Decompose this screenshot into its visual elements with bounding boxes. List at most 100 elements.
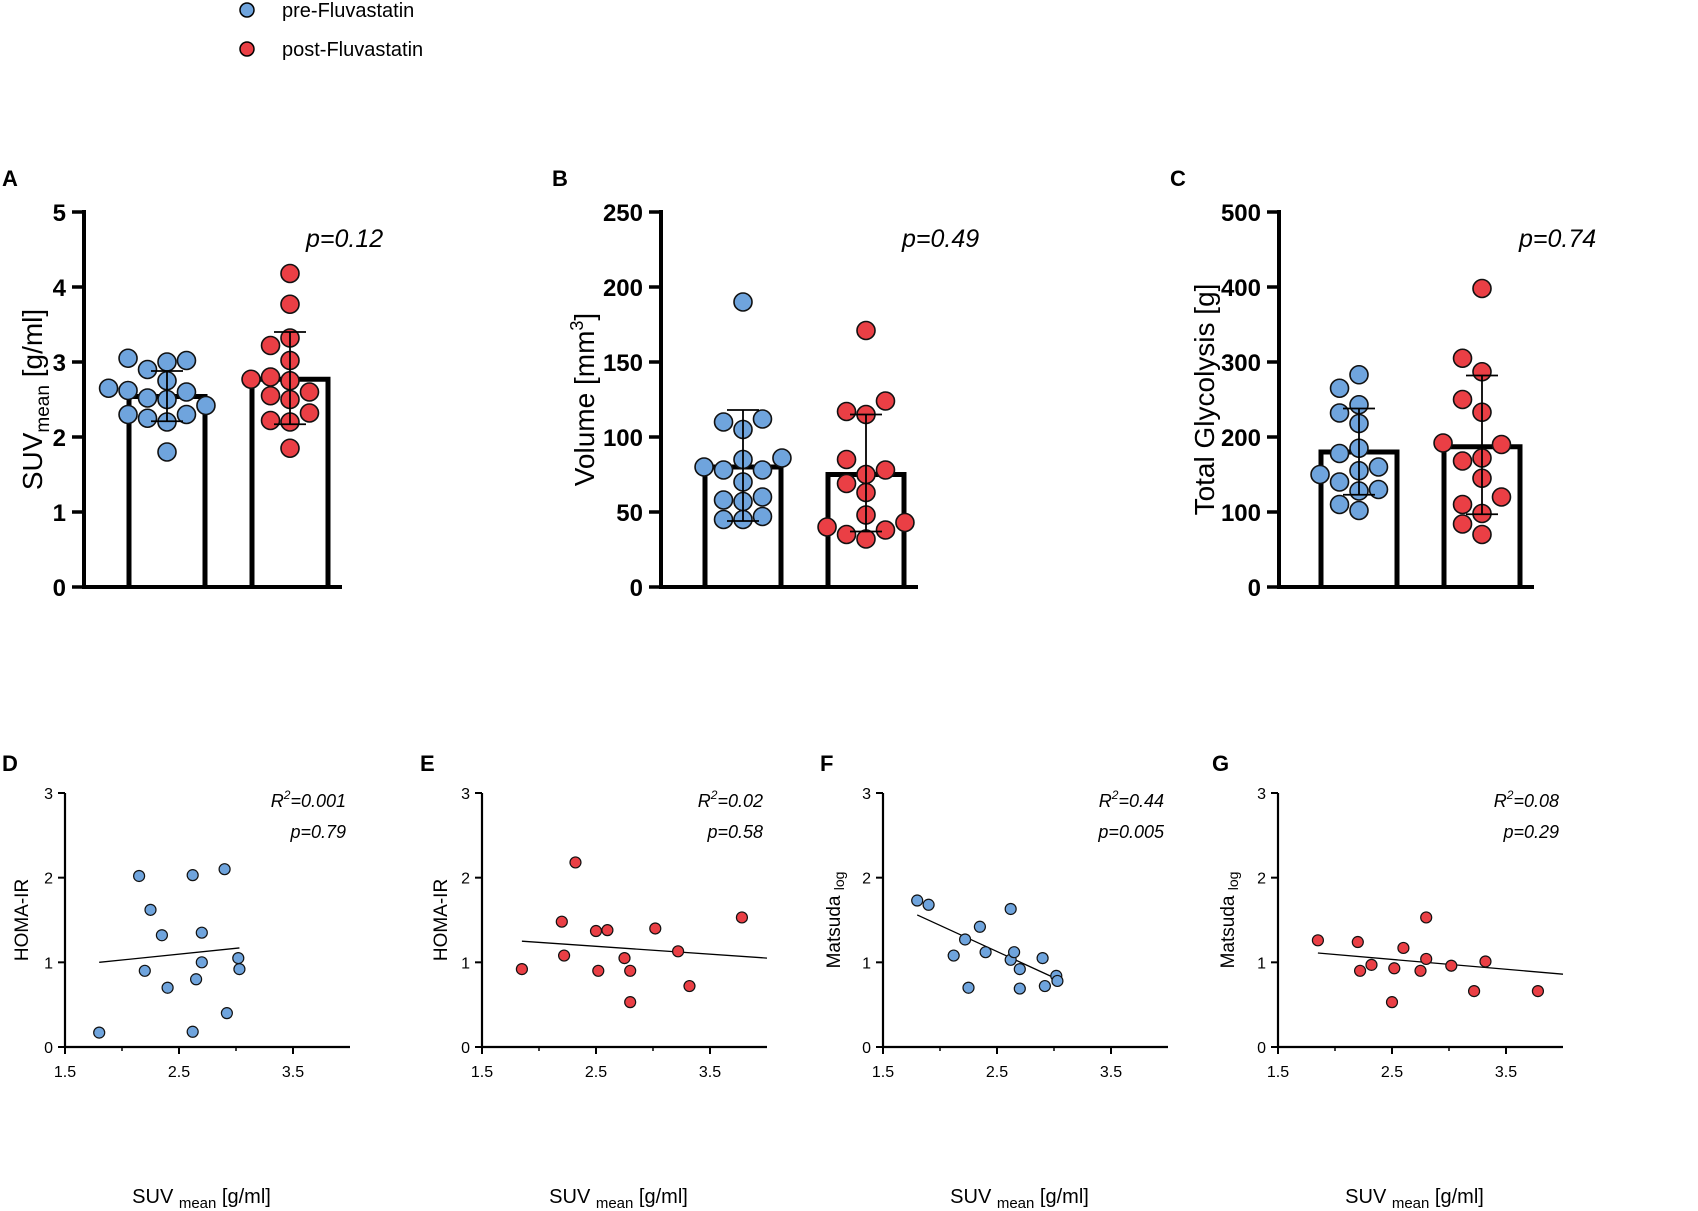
y-axis-label: Total Glycolysis [g] (1189, 284, 1220, 516)
panel-b: B 0 50 100 150 200 250 p=0.49 Volume [mm3] (552, 166, 979, 602)
data-point (1013, 963, 1026, 976)
data-point (157, 352, 177, 372)
regression-line (99, 947, 240, 963)
y-axis-label: Matsuda log (824, 872, 847, 969)
data-point (752, 409, 773, 429)
x-tick-label: 1.5 (471, 1064, 493, 1081)
data-point (186, 869, 199, 882)
y-tick-label: 3 (53, 350, 66, 377)
data-point (1353, 964, 1367, 977)
x-label-main: SUV (549, 1186, 596, 1208)
data-point (1004, 902, 1017, 916)
data-point (671, 945, 685, 958)
y-tick-label: 500 (1221, 200, 1261, 227)
data-point (280, 263, 300, 284)
y-label-main: HOMA-IR (12, 879, 33, 961)
data-point (1420, 911, 1433, 924)
data-point (1479, 955, 1492, 968)
y-tick-label: 2 (461, 871, 470, 888)
data-point (624, 964, 637, 977)
data-point (155, 929, 168, 942)
data-point (1452, 451, 1473, 471)
data-point (157, 442, 177, 462)
data-point (1388, 962, 1401, 975)
data-point (624, 996, 637, 1009)
data-point (875, 520, 896, 540)
y-tick-label: 2 (44, 871, 53, 888)
data-point (260, 335, 281, 356)
data-point (713, 412, 734, 432)
y-tick-label: 3 (1257, 786, 1266, 803)
data-point (144, 903, 157, 916)
data-point (875, 391, 896, 411)
data-point (220, 1007, 233, 1020)
p-value-annotation: p=0.12 (305, 225, 383, 253)
panel-letter: A (2, 166, 18, 191)
y-tick-label: 50 (616, 500, 643, 527)
r-squared-annotation: R2=0.001 (271, 788, 346, 811)
y-tick-label: 3 (862, 786, 871, 803)
y-tick-label: 0 (630, 575, 643, 602)
data-point (137, 388, 158, 408)
r2-sup: 2 (283, 788, 291, 802)
legend-marker (239, 41, 255, 57)
data-point (1452, 514, 1473, 534)
panel-letter: E (420, 751, 435, 776)
data-point (118, 380, 138, 401)
x-tick-label: 3.5 (1495, 1064, 1517, 1081)
p-value-annotation: p=0.29 (1502, 822, 1559, 842)
y-tick-label: 2 (862, 871, 871, 888)
x-axis-label: SUV mean [g/ml] (549, 1186, 688, 1211)
data-point (589, 924, 603, 938)
data-point (1329, 472, 1350, 492)
x-label-main: SUV (950, 1186, 997, 1208)
data-point (1311, 934, 1325, 947)
data-point (555, 915, 568, 928)
data-point (195, 956, 208, 969)
data-point (1414, 964, 1427, 977)
data-point (515, 963, 529, 976)
data-point (190, 973, 203, 986)
x-tick-label: 1.5 (54, 1064, 76, 1081)
data-point (232, 951, 245, 965)
data-point (1531, 985, 1545, 998)
x-tick-label: 1.5 (1267, 1064, 1289, 1081)
y-label-main: Total Glycolysis [g] (1189, 284, 1220, 516)
x-label-sub: mean (179, 1195, 217, 1211)
data-point (260, 385, 281, 406)
data-point (1420, 952, 1433, 966)
data-point (1452, 348, 1473, 369)
data-point (161, 981, 174, 994)
data-point (895, 512, 915, 533)
y-label-main: Matsuda (1218, 890, 1239, 968)
data-point (973, 920, 987, 933)
panel-a: A 0 1 2 3 4 5 p=0.12 SUVmean [g/ml] (2, 166, 383, 602)
x-label-main: SUV (1345, 1186, 1392, 1208)
p-value-annotation: p=0.58 (706, 822, 763, 842)
x-axis-label: SUV mean [g/ml] (1345, 1186, 1484, 1211)
y-tick-label: 1 (862, 955, 871, 972)
y-tick-label: 0 (461, 1040, 470, 1057)
data-point (772, 448, 792, 468)
data-point (1472, 278, 1492, 299)
data-point (1365, 958, 1378, 971)
r2-label: R (698, 791, 711, 811)
data-point (176, 350, 197, 371)
data-point (280, 438, 300, 459)
data-point (195, 926, 208, 939)
x-axis-label: SUV mean [g/ml] (132, 1186, 271, 1211)
data-point (713, 509, 734, 530)
data-point (1397, 941, 1410, 955)
data-point (836, 449, 857, 470)
x-tick-label: 1.5 (872, 1064, 894, 1081)
data-point (176, 382, 197, 402)
y-tick-label: 2 (1257, 871, 1266, 888)
y-label-sub: log (1225, 872, 1241, 891)
data-point (1349, 500, 1369, 521)
data-point (218, 863, 231, 876)
data-point (1452, 494, 1473, 515)
data-point (1467, 985, 1481, 998)
